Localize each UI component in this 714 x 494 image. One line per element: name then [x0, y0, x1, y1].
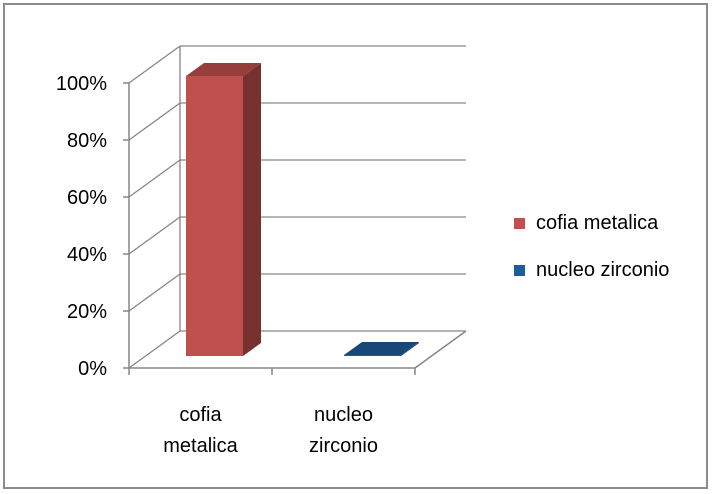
legend-swatch: [514, 218, 525, 229]
y-tick-label: 80%: [67, 130, 107, 152]
gridline-side: [128, 273, 181, 312]
bars: [186, 63, 419, 356]
x-category-label: zirconio: [309, 435, 378, 457]
y-tick-label: 100%: [56, 73, 107, 95]
bar-top: [186, 63, 261, 76]
bar-side: [401, 342, 419, 356]
y-tick-label: 20%: [67, 301, 107, 323]
chart-frame: [3, 3, 708, 489]
y-tick-labels: 0% 20% 40% 60% 80% 100%: [56, 73, 107, 380]
legend-label: nucleo zirconio: [536, 259, 669, 281]
bar-top: [344, 342, 419, 355]
gridline-side: [128, 45, 181, 84]
gridline-side: [128, 102, 181, 141]
x-category-label: nucleo: [314, 404, 373, 426]
bar-front: [186, 76, 243, 356]
legend-swatch: [514, 265, 525, 276]
legend: cofia metalica nucleo zirconio: [514, 212, 669, 281]
gridline-side: [128, 159, 181, 198]
x-category-labels: cofia metalica nucleo zirconio: [163, 404, 378, 457]
bar-side: [243, 63, 261, 356]
axes: [123, 46, 467, 375]
y-tick-label: 0%: [78, 358, 107, 380]
legend-label: cofia metalica: [536, 212, 659, 234]
floor-right-edge: [414, 330, 467, 369]
x-category-label: metalica: [163, 435, 238, 457]
gridline-side: [128, 216, 181, 255]
gridline-side: [128, 330, 181, 369]
x-category-label: cofia: [179, 404, 222, 426]
y-tick-label: 40%: [67, 244, 107, 266]
bar-front: [344, 355, 401, 356]
y-tick-label: 60%: [67, 187, 107, 209]
